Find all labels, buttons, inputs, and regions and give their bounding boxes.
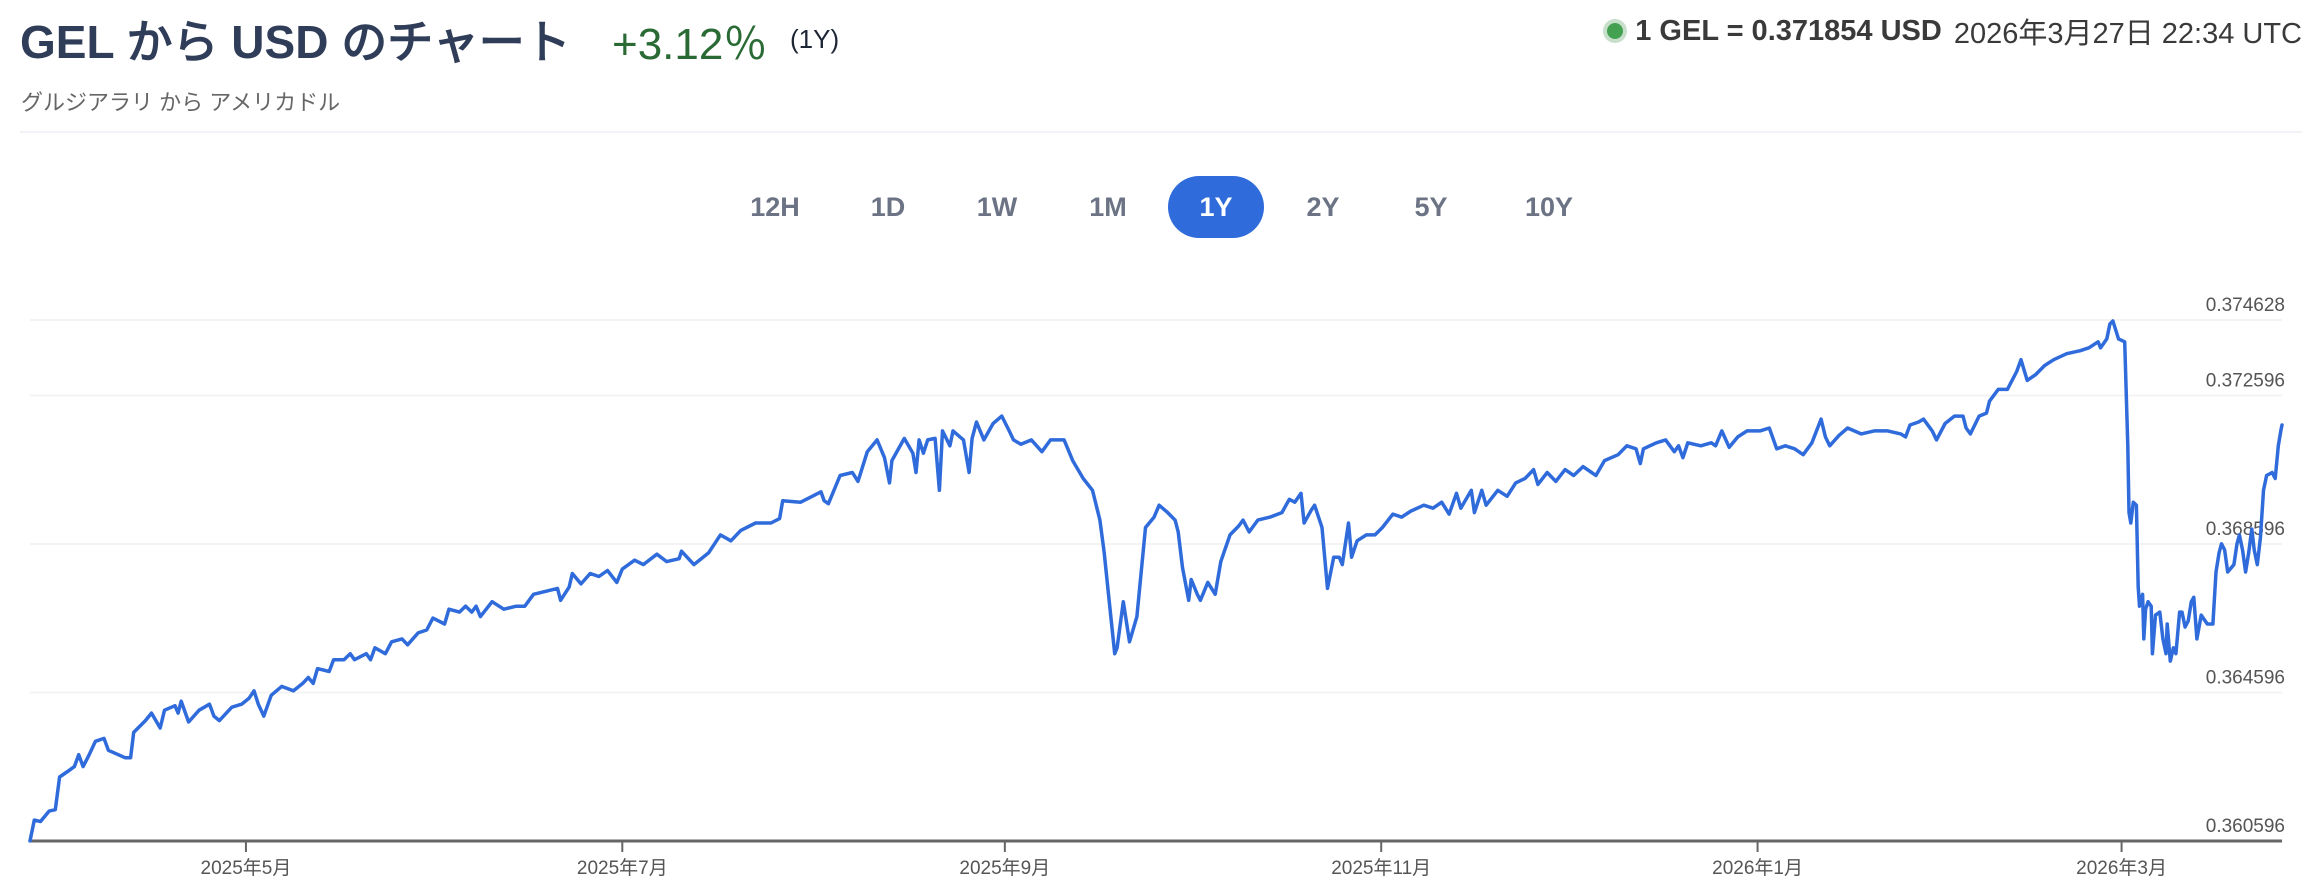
range-1y-button[interactable]: 1Y (1168, 176, 1264, 238)
time-range-selector: 12H 1D 1W 1M 1Y 2Y 5Y 10Y (0, 176, 2322, 238)
range-2y-button[interactable]: 2Y (1306, 192, 1340, 222)
rate-value: 1 GEL = 0.371854 USD (1635, 14, 1942, 47)
range-1m-button[interactable]: 1M (1089, 192, 1127, 222)
x-tick-label: 2026年1月 (1712, 857, 1803, 879)
x-tick-label: 2025年5月 (201, 857, 292, 879)
change-period: (1Y) (790, 24, 840, 54)
range-1d-button[interactable]: 1D (870, 192, 906, 222)
range-10y-button[interactable]: 10Y (1524, 192, 1574, 222)
y-tick-label: 0.368596 (2206, 519, 2285, 540)
x-tick-label: 2026年3月 (2076, 857, 2167, 879)
header-divider (20, 131, 2302, 133)
series-line (28, 319, 2284, 843)
rate-timestamp: 2026年3月27日 22:34 UTC (1953, 18, 2302, 50)
x-tick-label: 2025年7月 (577, 857, 668, 879)
change-percent: +3.12％ (612, 20, 768, 69)
range-1w-button[interactable]: 1W (976, 192, 1018, 222)
x-tick-label: 2025年9月 (959, 857, 1050, 879)
range-5y-button[interactable]: 5Y (1414, 192, 1448, 222)
range-12h-button[interactable]: 12H (750, 192, 800, 222)
page-subtitle: グルジアラリ から アメリカドル (21, 90, 341, 115)
y-tick-label: 0.372596 (2206, 370, 2285, 391)
y-tick-label: 0.364596 (2206, 667, 2285, 688)
current-rate: 1 GEL = 0.371854 USD 2026年3月27日 22:34 UT… (1607, 10, 2302, 52)
y-tick-label: 0.374628 (2206, 295, 2285, 316)
live-status-icon (1607, 23, 1624, 39)
x-tick-label: 2025年11月 (1331, 857, 1431, 879)
page-title: GEL から USD のチャート (20, 16, 571, 68)
y-tick-label: 0.360596 (2206, 816, 2285, 837)
